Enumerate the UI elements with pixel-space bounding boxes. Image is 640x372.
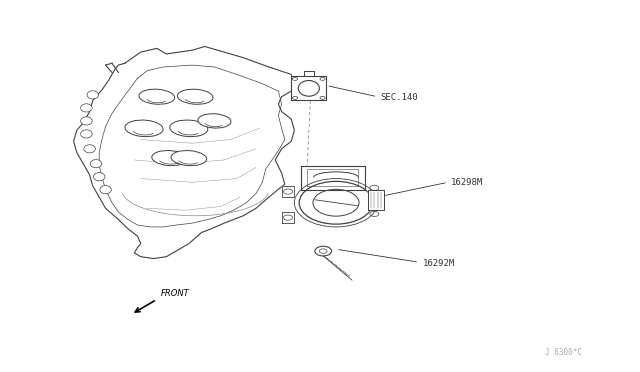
- Polygon shape: [282, 186, 294, 197]
- Ellipse shape: [171, 151, 207, 166]
- Ellipse shape: [93, 173, 105, 181]
- Ellipse shape: [300, 181, 372, 224]
- Ellipse shape: [81, 117, 92, 125]
- Polygon shape: [368, 190, 384, 210]
- Ellipse shape: [81, 104, 92, 112]
- Text: FRONT: FRONT: [161, 289, 190, 298]
- Ellipse shape: [125, 120, 163, 137]
- Ellipse shape: [152, 151, 188, 166]
- Polygon shape: [291, 76, 326, 100]
- Polygon shape: [74, 46, 294, 259]
- Circle shape: [315, 246, 332, 256]
- Text: J 6300*C: J 6300*C: [545, 348, 582, 357]
- Ellipse shape: [84, 145, 95, 153]
- Text: 16292M: 16292M: [422, 259, 454, 267]
- Text: SEC.140: SEC.140: [381, 93, 419, 102]
- Ellipse shape: [81, 130, 92, 138]
- Polygon shape: [282, 212, 294, 223]
- Polygon shape: [301, 166, 365, 190]
- Ellipse shape: [139, 89, 175, 104]
- Ellipse shape: [198, 114, 231, 128]
- Ellipse shape: [100, 186, 111, 194]
- Ellipse shape: [87, 91, 99, 99]
- Ellipse shape: [170, 120, 208, 137]
- Ellipse shape: [90, 160, 102, 168]
- Text: 16298M: 16298M: [451, 178, 483, 187]
- Ellipse shape: [177, 89, 213, 104]
